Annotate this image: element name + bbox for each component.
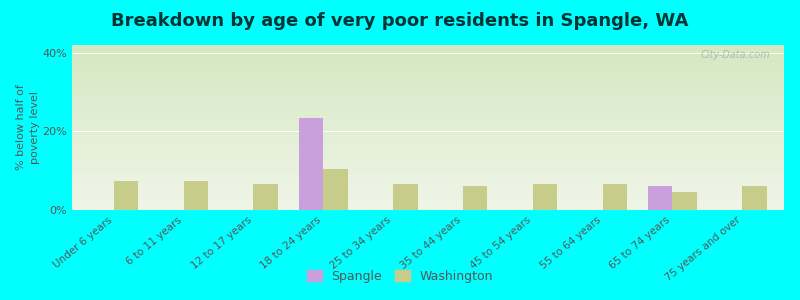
Bar: [533, 184, 557, 210]
Bar: [602, 184, 627, 210]
Y-axis label: % below half of
poverty level: % below half of poverty level: [17, 85, 40, 170]
Bar: [254, 184, 278, 210]
Bar: [672, 192, 697, 210]
Text: Breakdown by age of very poor residents in Spangle, WA: Breakdown by age of very poor residents …: [111, 12, 689, 30]
Bar: [184, 181, 208, 210]
Bar: [463, 186, 487, 210]
Bar: [114, 181, 138, 210]
Bar: [648, 186, 672, 210]
Legend: Spangle, Washington: Spangle, Washington: [302, 265, 498, 288]
Bar: [323, 169, 348, 210]
Text: City-Data.com: City-Data.com: [700, 50, 770, 60]
Bar: [742, 186, 766, 210]
Bar: [393, 184, 418, 210]
Bar: [299, 118, 323, 210]
